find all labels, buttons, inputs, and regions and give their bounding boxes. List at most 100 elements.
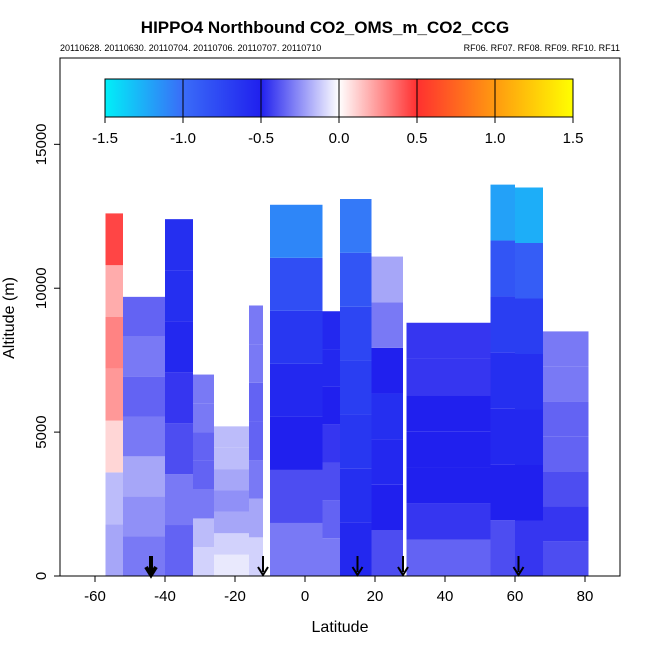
colorbar-tick-label: -1.0 [170, 130, 196, 147]
heatmap-cell [214, 469, 249, 491]
heatmap-cell [270, 416, 323, 470]
heatmap-cell [165, 270, 193, 322]
heatmap-cell [543, 436, 589, 472]
heatmap-cell [105, 524, 123, 576]
heatmap-cell [490, 408, 515, 465]
heatmap-cell [270, 204, 323, 258]
y-tick-label: 0 [33, 572, 50, 580]
colorbar-ticks: -1.5 -1.0 -0.5 0.0 0.5 1.0 1.5 [92, 79, 583, 147]
x-axis: -60 -40 -20 0 20 40 60 80 [84, 576, 593, 605]
profile-arrow-head [351, 566, 364, 577]
heatmap-cell [515, 520, 543, 576]
heatmap-cell [490, 352, 515, 409]
heatmap-cell [249, 382, 263, 422]
y-axis: 0 5000 10000 15000 [33, 123, 60, 580]
heatmap-cell [515, 354, 543, 410]
heatmap-cell [193, 403, 214, 433]
chart-subtitle-flights: RF06. RF07. RF08. RF09. RF10. RF11 [464, 43, 620, 53]
heatmap-cell [165, 321, 193, 373]
heatmap-cell [371, 484, 403, 531]
y-tick-label: 15000 [33, 123, 50, 165]
heatmap-cell [193, 460, 214, 490]
heatmap-cell [214, 447, 249, 470]
heatmap-cell [123, 376, 165, 417]
heatmap-cell [193, 518, 214, 548]
heatmap-cell [214, 490, 249, 512]
heatmap-cell [270, 522, 323, 576]
heatmap-cell [123, 296, 165, 337]
heatmap-cell [249, 344, 263, 383]
plot-frame [59, 57, 621, 577]
colorbar-tick-label: 0.0 [329, 130, 350, 147]
heatmap-cell [490, 296, 515, 353]
heatmap-cell [322, 386, 340, 425]
heatmap-cell [515, 243, 543, 299]
heatmap-cell [322, 311, 340, 350]
heatmap-cell [406, 539, 491, 576]
x-tick-label: -40 [154, 588, 176, 605]
heatmap-cell [543, 541, 589, 576]
heatmap-cell [123, 536, 165, 576]
colorbar-tick-label: 0.5 [407, 130, 428, 147]
heatmap-cell [371, 393, 403, 440]
heatmap-cell [490, 184, 515, 241]
heatmap-cell [105, 368, 123, 421]
heatmap-cell [105, 420, 123, 473]
heatmap-cell [543, 331, 589, 367]
profile-arrow-head [257, 566, 269, 577]
heatmap-cell [340, 468, 372, 523]
heatmap-cell [322, 349, 340, 387]
heatmap-cell [543, 366, 589, 402]
heatmap-cell [340, 414, 372, 469]
heatmap-cell [371, 302, 403, 348]
heatmap-cell [249, 498, 263, 538]
heatmap-cell [270, 363, 323, 417]
profile-arrow-head [512, 566, 525, 577]
heatmap-cell [406, 467, 491, 504]
x-tick-label: 40 [437, 588, 454, 605]
heatmap-cell [165, 525, 193, 576]
profile-arrows [144, 556, 525, 579]
heatmap-cell [165, 423, 193, 475]
y-tick-label: 10000 [33, 267, 50, 309]
heatmap-cell [105, 265, 123, 317]
heatmap-cell [371, 439, 403, 485]
heatmap-cell [515, 465, 543, 521]
heatmap-cell [340, 360, 372, 415]
profile-arrow-head [144, 565, 158, 579]
colorbar-tick-label: -0.5 [248, 130, 274, 147]
heatmap-cell [249, 460, 263, 499]
heatmap-cell [214, 533, 249, 555]
colorbar-tick-label: 1.0 [485, 130, 506, 147]
heatmap-cell [515, 409, 543, 465]
heatmap-cell [406, 503, 491, 540]
heatmap-cell [193, 374, 214, 404]
heatmap-cell [193, 489, 214, 519]
heatmap-cell [490, 464, 515, 521]
x-tick-label: 60 [507, 588, 524, 605]
heatmap-cell [340, 199, 372, 253]
x-axis-label: Latitude [312, 619, 369, 636]
x-tick-label: 80 [577, 588, 594, 605]
heatmap-cell [406, 395, 491, 432]
heatmap-cell [406, 358, 491, 396]
heatmap-cell [322, 538, 340, 576]
heatmap-cells [105, 184, 589, 576]
heatmap-cell [270, 257, 323, 311]
colorbar: -1.5 -1.0 -0.5 0.0 0.5 1.0 1.5 [92, 78, 583, 147]
y-axis-label: Altitude (m) [1, 277, 18, 359]
heatmap-cell [371, 347, 403, 394]
heatmap-cell [123, 416, 165, 457]
heatmap-cell [490, 520, 515, 576]
heatmap-cell [543, 506, 589, 542]
heatmap-cell [322, 462, 340, 501]
heatmap-cell [105, 472, 123, 525]
x-tick-label: 0 [301, 588, 309, 605]
heatmap-cell [406, 322, 491, 359]
heatmap-cell [249, 537, 263, 576]
heatmap-cell [193, 547, 214, 576]
y-tick-label: 5000 [33, 415, 50, 448]
heatmap-cell [543, 471, 589, 507]
heatmap-cell [193, 432, 214, 461]
heatmap-cell [371, 256, 403, 303]
